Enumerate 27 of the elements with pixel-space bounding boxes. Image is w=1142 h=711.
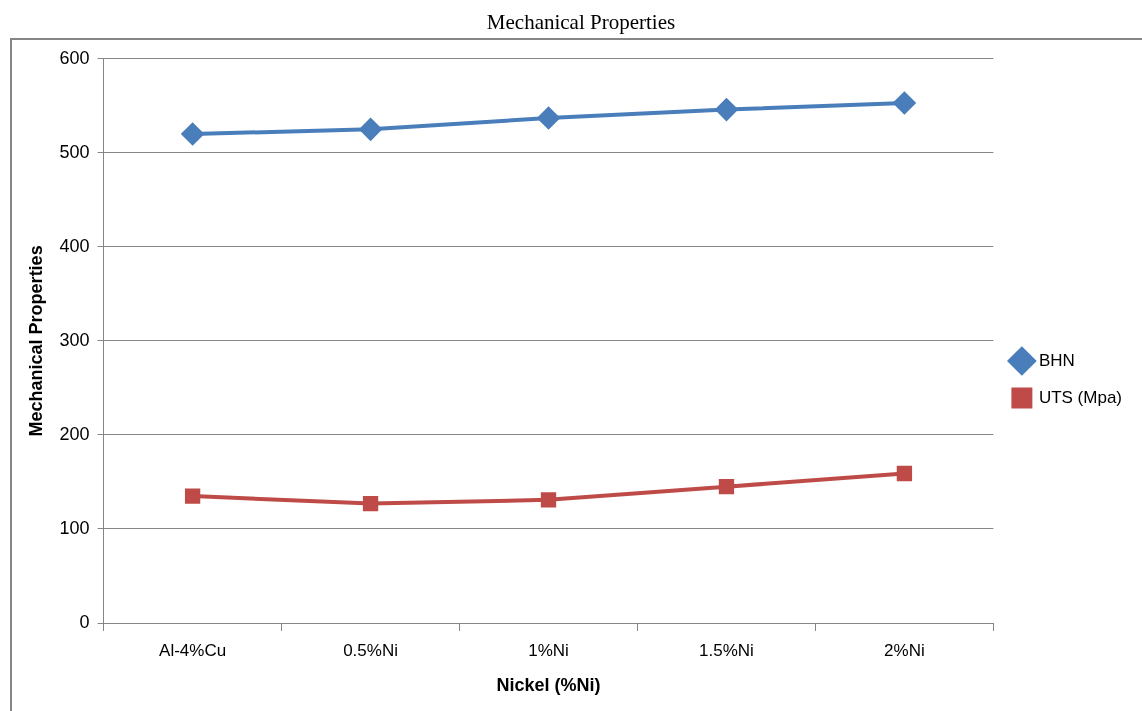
x-tick-label: 0.5%Ni xyxy=(343,640,398,660)
y-tick-label: 500 xyxy=(59,141,90,162)
point xyxy=(893,92,916,114)
y-tick-label: 400 xyxy=(59,235,90,256)
point xyxy=(362,495,379,512)
point xyxy=(184,488,201,504)
y-tick-label: 300 xyxy=(59,329,90,350)
point xyxy=(181,123,204,146)
point xyxy=(718,479,735,495)
x-axis-title: Nickel (%Ni) xyxy=(496,675,601,696)
x-tick-label: Al-4%Cu xyxy=(159,640,227,660)
chart-title: Mechanical Properties xyxy=(485,10,677,35)
point xyxy=(359,118,382,141)
y-tick-label: 0 xyxy=(79,611,90,632)
point xyxy=(540,492,557,508)
legend-label: BHN xyxy=(1038,350,1075,370)
point xyxy=(715,98,738,121)
point xyxy=(896,465,913,482)
y-tick-label: 100 xyxy=(59,517,90,538)
y-tick-label: 600 xyxy=(59,47,90,68)
x-tick-label: 1.5%Ni xyxy=(699,640,754,660)
y-tick-label: 200 xyxy=(59,423,90,444)
point xyxy=(537,107,560,130)
x-tick-label: 1%Ni xyxy=(528,640,569,660)
legend-label: UTS (Mpa) xyxy=(1038,387,1123,407)
x-tick-label: 2%Ni xyxy=(884,640,925,660)
y-axis-title: Mechanical Properties xyxy=(25,245,46,437)
